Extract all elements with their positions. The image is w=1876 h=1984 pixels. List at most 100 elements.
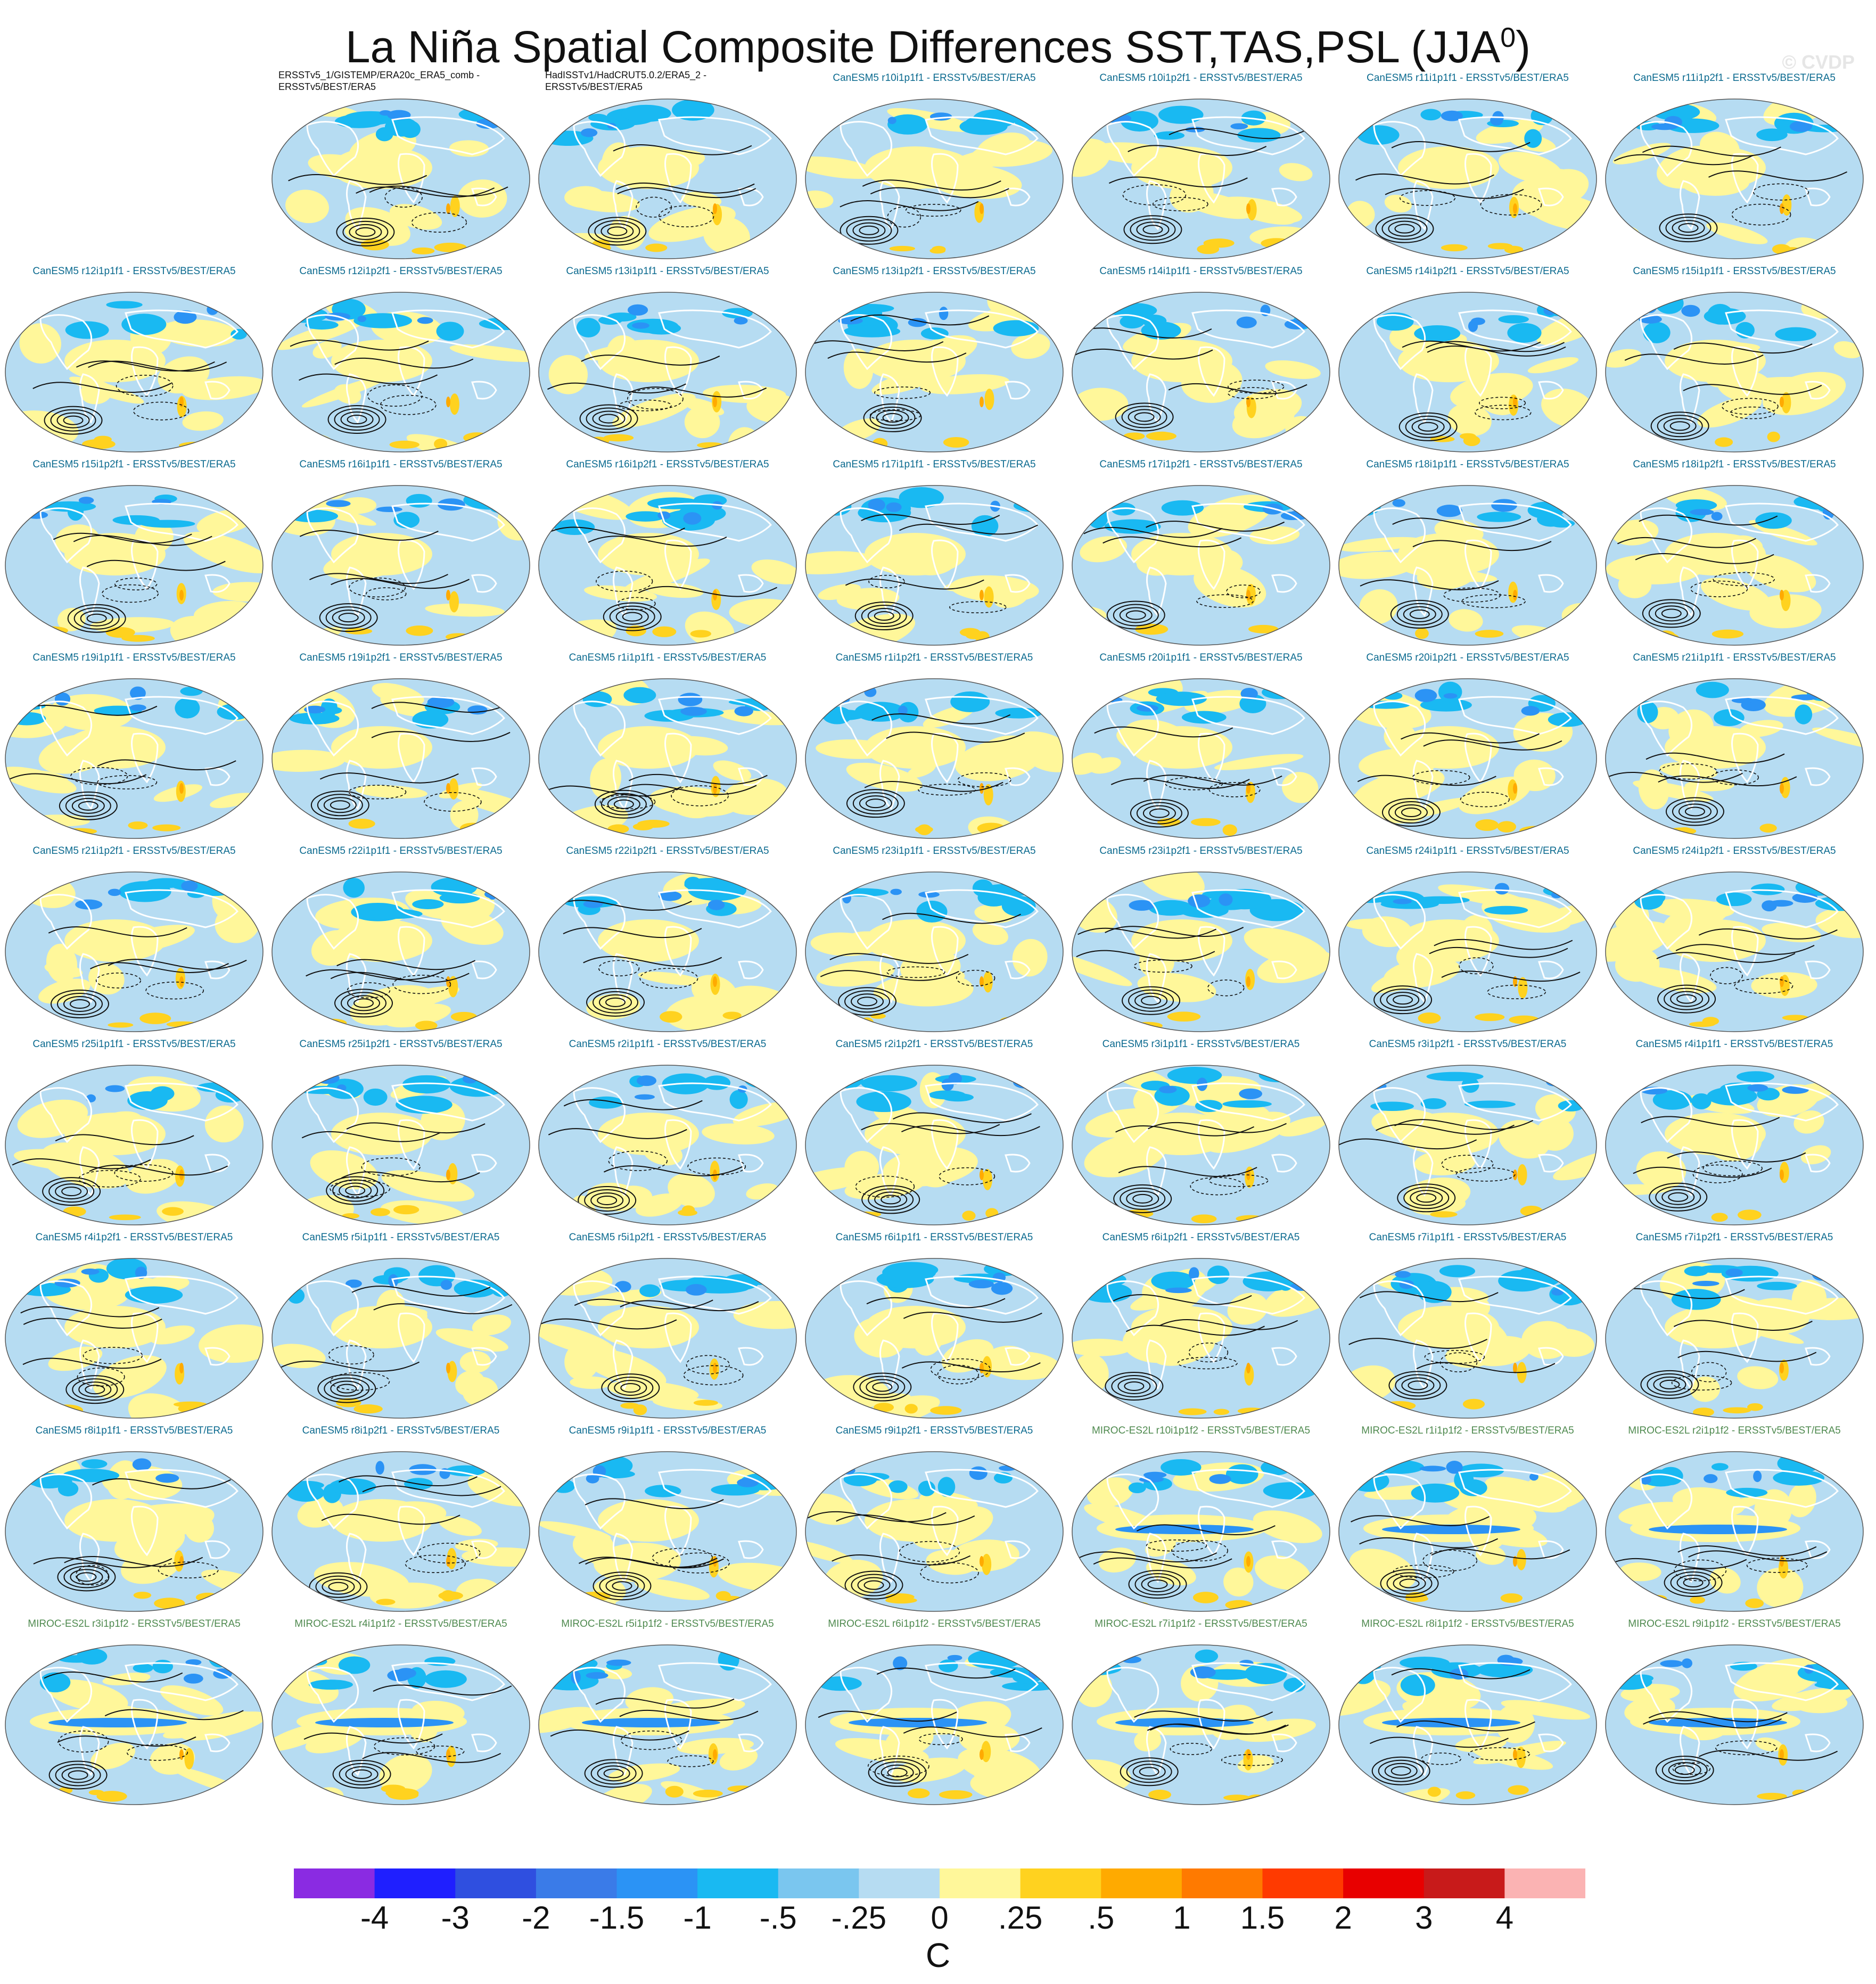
map-panel: CanESM5 r5i1p2f1 - ERSSTv5/BEST/ERA5: [534, 1232, 801, 1423]
map-panel: ERSSTv5_1/GISTEMP/ERA20c_ERA5_comb - ERS…: [268, 70, 534, 264]
anomaly-map: [1605, 1065, 1864, 1225]
anomaly-map: [1605, 1644, 1864, 1805]
panel-title: CanESM5 r3i1p2f1 - ERSSTv5/BEST/ERA5: [1369, 1039, 1567, 1050]
anomaly-map: [5, 292, 264, 452]
map-panel: CanESM5 r21i1p1f1 - ERSSTv5/BEST/ERA5: [1601, 652, 1867, 844]
map-panel: CanESM5 r19i1p2f1 - ERSSTv5/BEST/ERA5: [268, 652, 534, 844]
anomaly-map: [1072, 485, 1330, 646]
map-panel: CanESM5 r17i1p1f1 - ERSSTv5/BEST/ERA5: [801, 459, 1067, 651]
colorbar-swatch: [1262, 1868, 1344, 1898]
panel-title: CanESM5 r19i1p1f1 - ERSSTv5/BEST/ERA5: [32, 652, 236, 663]
panel-title: CanESM5 r23i1p2f1 - ERSSTv5/BEST/ERA5: [1099, 845, 1303, 857]
colorbar-tick-label: 0: [931, 1900, 949, 1936]
colorbar-swatch: [697, 1868, 779, 1898]
anomaly-map: [271, 292, 530, 452]
map-panel: HadISSTv1/HadCRUT5.0.2/ERA5_2 - ERSSTv5/…: [534, 70, 801, 264]
panel-title: CanESM5 r2i1p2f1 - ERSSTv5/BEST/ERA5: [835, 1039, 1033, 1050]
panel-title: MIROC-ES2L r9i1p1f2 - ERSSTv5/BEST/ERA5: [1628, 1618, 1841, 1629]
colorbar-swatch: [1020, 1868, 1101, 1898]
map-panel: MIROC-ES2L r2i1p1f2 - ERSSTv5/BEST/ERA5: [1601, 1425, 1867, 1617]
map-panel: CanESM5 r12i1p1f1 - ERSSTv5/BEST/ERA5: [1, 266, 267, 457]
anomaly-map: [805, 871, 1064, 1032]
panel-title: CanESM5 r21i1p1f1 - ERSSTv5/BEST/ERA5: [1633, 652, 1836, 663]
colorbar-tick-label: -1.5: [589, 1900, 645, 1936]
anomaly-map: [1338, 292, 1597, 452]
watermark: © CVDP: [1782, 51, 1855, 73]
panel-title: CanESM5 r12i1p1f1 - ERSSTv5/BEST/ERA5: [32, 266, 236, 277]
map-panel: MIROC-ES2L r9i1p1f2 - ERSSTv5/BEST/ERA5: [1601, 1618, 1867, 1810]
map-panel: CanESM5 r24i1p1f1 - ERSSTv5/BEST/ERA5: [1335, 845, 1601, 1037]
figure-title: La Niña Spatial Composite Differences SS…: [0, 21, 1876, 73]
map-panel: CanESM5 r11i1p2f1 - ERSSTv5/BEST/ERA5: [1601, 72, 1867, 264]
map-panel: CanESM5 r20i1p2f1 - ERSSTv5/BEST/ERA5: [1335, 652, 1601, 844]
anomaly-map: [1072, 1451, 1330, 1612]
colorbar-tick-label: -4: [360, 1900, 389, 1936]
anomaly-map: [271, 1065, 530, 1225]
panel-title: CanESM5 r16i1p1f1 - ERSSTv5/BEST/ERA5: [299, 459, 503, 470]
panel-title: CanESM5 r22i1p2f1 - ERSSTv5/BEST/ERA5: [566, 845, 769, 857]
panel-title: CanESM5 r21i1p2f1 - ERSSTv5/BEST/ERA5: [32, 845, 236, 857]
colorbar-tick-label: -.25: [831, 1900, 887, 1936]
map-panel: CanESM5 r7i1p1f1 - ERSSTv5/BEST/ERA5: [1335, 1232, 1601, 1423]
map-panel: CanESM5 r3i1p1f1 - ERSSTv5/BEST/ERA5: [1068, 1039, 1334, 1230]
anomaly-map: [538, 485, 797, 646]
colorbar-units: C: [925, 1936, 951, 1974]
panel-title: CanESM5 r9i1p1f1 - ERSSTv5/BEST/ERA5: [569, 1425, 767, 1436]
map-panel: CanESM5 r13i1p2f1 - ERSSTv5/BEST/ERA5: [801, 266, 1067, 457]
map-panel: CanESM5 r2i1p1f1 - ERSSTv5/BEST/ERA5: [534, 1039, 801, 1230]
map-panel: CanESM5 r19i1p1f1 - ERSSTv5/BEST/ERA5: [1, 652, 267, 844]
colorbar-swatch: [374, 1868, 456, 1898]
colorbar-swatch: [1504, 1868, 1585, 1898]
panel-title: CanESM5 r7i1p2f1 - ERSSTv5/BEST/ERA5: [1635, 1232, 1833, 1243]
anomaly-map: [5, 1258, 264, 1419]
map-panel: CanESM5 r1i1p1f1 - ERSSTv5/BEST/ERA5: [534, 652, 801, 844]
panel-title: CanESM5 r15i1p1f1 - ERSSTv5/BEST/ERA5: [1633, 266, 1836, 277]
colorbar-tick-label: 1: [1173, 1900, 1191, 1936]
colorbar-tick-label: -.5: [759, 1900, 797, 1936]
colorbar-swatch: [1424, 1868, 1505, 1898]
map-panel: CanESM5 r9i1p2f1 - ERSSTv5/BEST/ERA5: [801, 1425, 1067, 1617]
anomaly-map: [1072, 292, 1330, 452]
colorbar-tick-label: -2: [522, 1900, 550, 1936]
anomaly-map: [271, 98, 530, 259]
colorbar-swatch: [616, 1868, 698, 1898]
anomaly-map: [5, 1451, 264, 1612]
map-panel: CanESM5 r23i1p2f1 - ERSSTv5/BEST/ERA5: [1068, 845, 1334, 1037]
panel-title: CanESM5 r8i1p2f1 - ERSSTv5/BEST/ERA5: [302, 1425, 500, 1436]
panel-title: CanESM5 r25i1p2f1 - ERSSTv5/BEST/ERA5: [299, 1039, 503, 1050]
map-panel: CanESM5 r23i1p1f1 - ERSSTv5/BEST/ERA5: [801, 845, 1067, 1037]
anomaly-map: [538, 292, 797, 452]
panel-title: CanESM5 r6i1p1f1 - ERSSTv5/BEST/ERA5: [835, 1232, 1033, 1243]
panel-title: MIROC-ES2L r8i1p1f2 - ERSSTv5/BEST/ERA5: [1361, 1618, 1574, 1629]
map-panel: CanESM5 r14i1p1f1 - ERSSTv5/BEST/ERA5: [1068, 266, 1334, 457]
panel-title: CanESM5 r8i1p1f1 - ERSSTv5/BEST/ERA5: [35, 1425, 233, 1436]
map-panel: MIROC-ES2L r6i1p1f2 - ERSSTv5/BEST/ERA5: [801, 1618, 1067, 1810]
panel-title: CanESM5 r20i1p2f1 - ERSSTv5/BEST/ERA5: [1366, 652, 1569, 663]
map-panel: CanESM5 r10i1p1f1 - ERSSTv5/BEST/ERA5: [801, 72, 1067, 264]
map-panel: CanESM5 r2i1p2f1 - ERSSTv5/BEST/ERA5: [801, 1039, 1067, 1230]
panel-title: CanESM5 r12i1p2f1 - ERSSTv5/BEST/ERA5: [299, 266, 503, 277]
map-panel: MIROC-ES2L r7i1p1f2 - ERSSTv5/BEST/ERA5: [1068, 1618, 1334, 1810]
panel-title: CanESM5 r1i1p2f1 - ERSSTv5/BEST/ERA5: [835, 652, 1033, 663]
anomaly-map: [805, 1258, 1064, 1419]
map-panel: CanESM5 r15i1p2f1 - ERSSTv5/BEST/ERA5: [1, 459, 267, 651]
anomaly-map: [1605, 98, 1864, 259]
colorbar-labels: -4 -3 -2 -1.5 -1 -.5 -.25 0 .25 .5 1 1.5 2 3 4: [0, 1899, 1876, 1942]
map-panel: CanESM5 r12i1p2f1 - ERSSTv5/BEST/ERA5: [268, 266, 534, 457]
map-panel: CanESM5 r18i1p1f1 - ERSSTv5/BEST/ERA5: [1335, 459, 1601, 651]
panel-title: CanESM5 r23i1p1f1 - ERSSTv5/BEST/ERA5: [833, 845, 1036, 857]
panel-title: CanESM5 r19i1p2f1 - ERSSTv5/BEST/ERA5: [299, 652, 503, 663]
panel-title: MIROC-ES2L r2i1p1f2 - ERSSTv5/BEST/ERA5: [1628, 1425, 1841, 1436]
map-panel: MIROC-ES2L r5i1p1f2 - ERSSTv5/BEST/ERA5: [534, 1618, 801, 1810]
panel-title: CanESM5 r17i1p1f1 - ERSSTv5/BEST/ERA5: [833, 459, 1036, 470]
colorbar-tick-label: 4: [1495, 1900, 1514, 1936]
panel-title: CanESM5 r2i1p1f1 - ERSSTv5/BEST/ERA5: [569, 1039, 767, 1050]
anomaly-map: [1605, 292, 1864, 452]
map-panel: CanESM5 r13i1p1f1 - ERSSTv5/BEST/ERA5: [534, 266, 801, 457]
map-panel: CanESM5 r6i1p1f1 - ERSSTv5/BEST/ERA5: [801, 1232, 1067, 1423]
colorbar-swatch: [859, 1868, 940, 1898]
anomaly-map: [538, 1644, 797, 1805]
anomaly-map: [805, 485, 1064, 646]
panel-title: MIROC-ES2L r1i1p1f2 - ERSSTv5/BEST/ERA5: [1361, 1425, 1574, 1436]
map-panel: CanESM5 r15i1p1f1 - ERSSTv5/BEST/ERA5: [1601, 266, 1867, 457]
